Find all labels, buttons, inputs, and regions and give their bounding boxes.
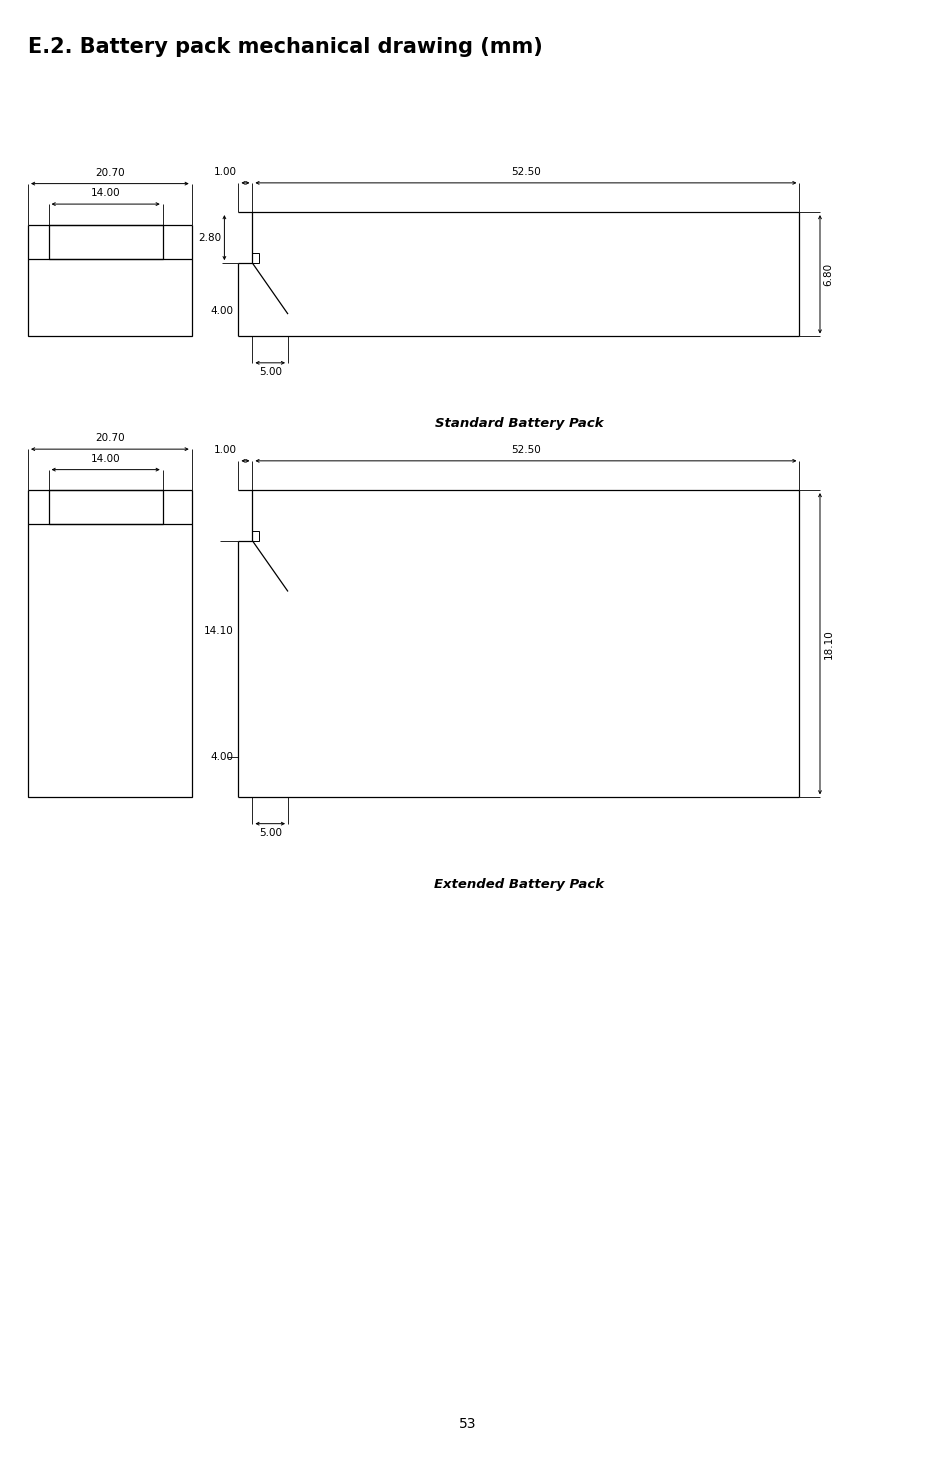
Text: 20.70: 20.70	[95, 433, 124, 443]
Text: E.2. Battery pack mechanical drawing (mm): E.2. Battery pack mechanical drawing (mm…	[28, 37, 543, 57]
Text: Standard Battery Pack: Standard Battery Pack	[435, 417, 603, 430]
Text: 5.00: 5.00	[259, 828, 281, 838]
Text: 1.00: 1.00	[213, 167, 237, 177]
Text: Extended Battery Pack: Extended Battery Pack	[434, 878, 604, 891]
Bar	[28, 259, 192, 336]
Text: 14.00: 14.00	[91, 454, 121, 464]
Bar	[28, 524, 192, 797]
Bar	[252, 531, 259, 541]
Text: 5.00: 5.00	[259, 367, 281, 377]
Bar	[252, 253, 259, 263]
Text: 20.70: 20.70	[95, 168, 124, 177]
Text: 53: 53	[459, 1416, 476, 1431]
Text: 52.50: 52.50	[511, 167, 540, 177]
Text: 52.50: 52.50	[511, 445, 540, 455]
Text: 18.10: 18.10	[824, 629, 834, 658]
Text: 4.00: 4.00	[210, 752, 234, 762]
Bar	[49, 224, 163, 259]
Text: 6.80: 6.80	[824, 263, 834, 285]
Text: 2.80: 2.80	[198, 233, 222, 243]
Text: 14.10: 14.10	[204, 626, 234, 635]
Bar	[49, 490, 163, 524]
Text: 14.00: 14.00	[91, 189, 121, 198]
Text: 1.00: 1.00	[213, 445, 237, 455]
Text: 4.00: 4.00	[210, 306, 234, 316]
